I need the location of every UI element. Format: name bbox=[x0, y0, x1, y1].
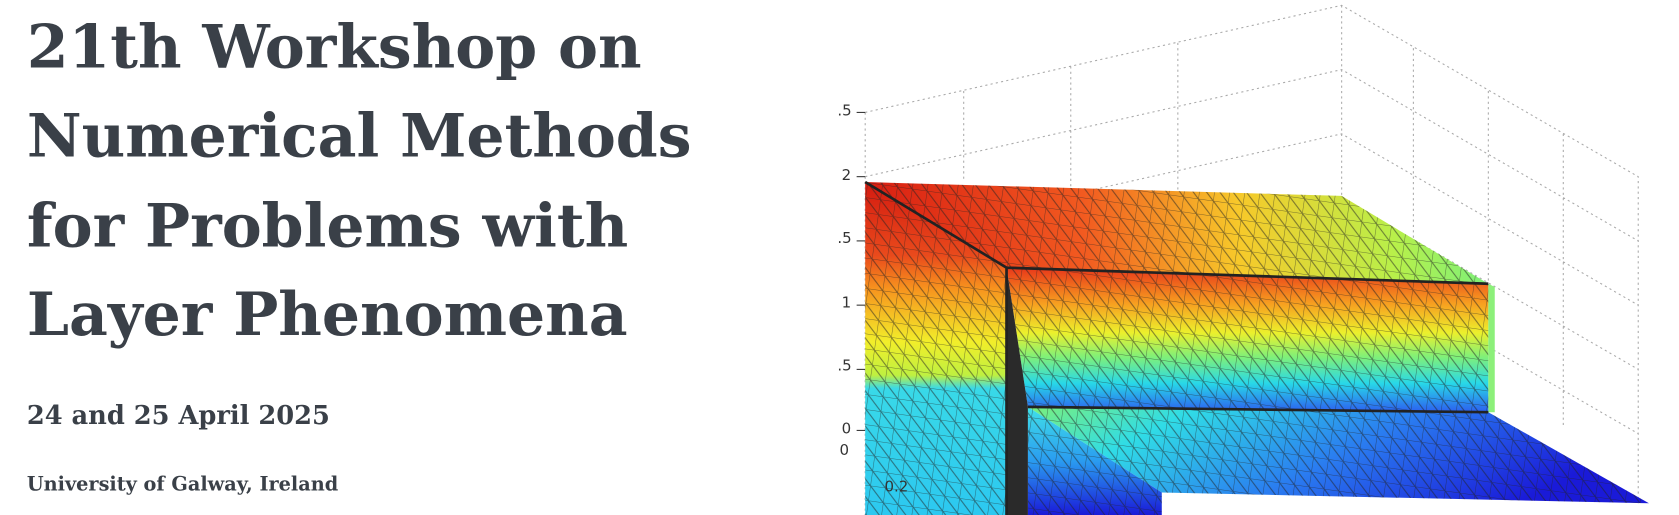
mesh bbox=[865, 182, 1007, 515]
side-face bbox=[1488, 283, 1495, 413]
title-line: Numerical Methods bbox=[27, 101, 692, 171]
mesh bbox=[1027, 406, 1162, 515]
edge-lines bbox=[864, 180, 1489, 515]
surface-figure: .5 2 .5 1 .5 0 0 0.2 bbox=[837, 4, 1649, 515]
axis-tick-label: .5 bbox=[837, 229, 851, 247]
axis-tick-label: .5 bbox=[837, 356, 851, 374]
title-line: 21th Workshop on bbox=[27, 12, 642, 82]
axis-tick-label: 2 bbox=[842, 166, 852, 184]
axis-tick-label: .5 bbox=[837, 102, 851, 120]
mesh bbox=[1006, 267, 1489, 413]
mesh bbox=[865, 182, 1489, 284]
axis-tick-label: 0 bbox=[842, 420, 852, 438]
axis-tick-label: 0 bbox=[840, 441, 850, 459]
event-date: 24 and 25 April 2025 bbox=[27, 401, 330, 431]
axis-tick-label: 1 bbox=[842, 293, 852, 311]
event-location: University of Galway, Ireland bbox=[27, 472, 339, 495]
axis-tick-label: 0.2 bbox=[884, 477, 908, 495]
mesh bbox=[1027, 406, 1649, 504]
title-line: Layer Phenomena bbox=[27, 280, 628, 350]
title-line: for Problems with bbox=[27, 191, 628, 261]
step-edge bbox=[1006, 267, 1028, 515]
